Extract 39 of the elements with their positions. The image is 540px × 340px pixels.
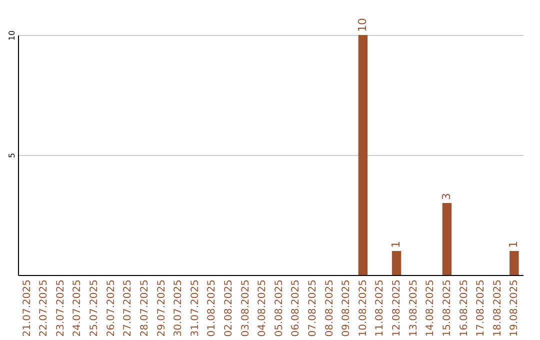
x-tick-label: 07.08.2025	[308, 280, 319, 337]
x-tick-label: 03.08.2025	[240, 280, 252, 337]
x-tick-label: 26.07.2025	[106, 280, 117, 337]
x-tick-label: 31.07.2025	[190, 280, 201, 337]
x-tick-label: 19.08.2025	[509, 280, 520, 337]
x-tick-label: 01.08.2025	[206, 280, 218, 337]
x-tick-label: 27.07.2025	[122, 280, 134, 337]
data-label: 10	[356, 18, 369, 32]
x-tick-label: 17.08.2025	[476, 280, 487, 337]
x-tick-label: 14.08.2025	[425, 280, 436, 337]
x-tick-label: 06.08.2025	[290, 280, 302, 337]
x-tick-label: 15.08.2025	[442, 280, 453, 337]
data-label: 1	[390, 241, 403, 248]
data-label: 1	[507, 241, 520, 248]
x-tick-label: 30.07.2025	[173, 280, 184, 337]
x-tick-label: 12.08.2025	[392, 280, 403, 337]
x-tick-label: 13.08.2025	[408, 280, 420, 337]
bar	[442, 203, 452, 275]
x-tick-label: 29.07.2025	[156, 280, 168, 337]
data-label: 3	[440, 193, 453, 200]
x-tick-label: 16.08.2025	[458, 280, 470, 337]
bar	[510, 251, 519, 275]
x-tick-label: 02.08.2025	[223, 280, 234, 337]
x-tick-label: 28.07.2025	[139, 280, 150, 337]
y-tick-label: 5	[8, 152, 16, 158]
x-tick-label: 18.08.2025	[492, 280, 504, 337]
x-tick-label: 25.07.2025	[89, 280, 100, 337]
x-tick-label: 05.08.2025	[274, 280, 285, 337]
x-tick-label: 24.07.2025	[72, 280, 84, 337]
bar	[358, 35, 368, 275]
x-tick-label: 10.08.2025	[358, 280, 369, 337]
bar	[392, 251, 402, 275]
x-tick-label: 09.08.2025	[341, 280, 352, 337]
x-tick-label: 23.07.2025	[55, 280, 66, 337]
x-tick-label: 11.08.2025	[374, 280, 386, 337]
x-tick-label: 22.07.2025	[38, 280, 50, 337]
x-tick-label: 04.08.2025	[257, 280, 268, 337]
x-tick-label: 08.08.2025	[324, 280, 336, 337]
x-tick-label: 21.07.2025	[22, 280, 33, 337]
